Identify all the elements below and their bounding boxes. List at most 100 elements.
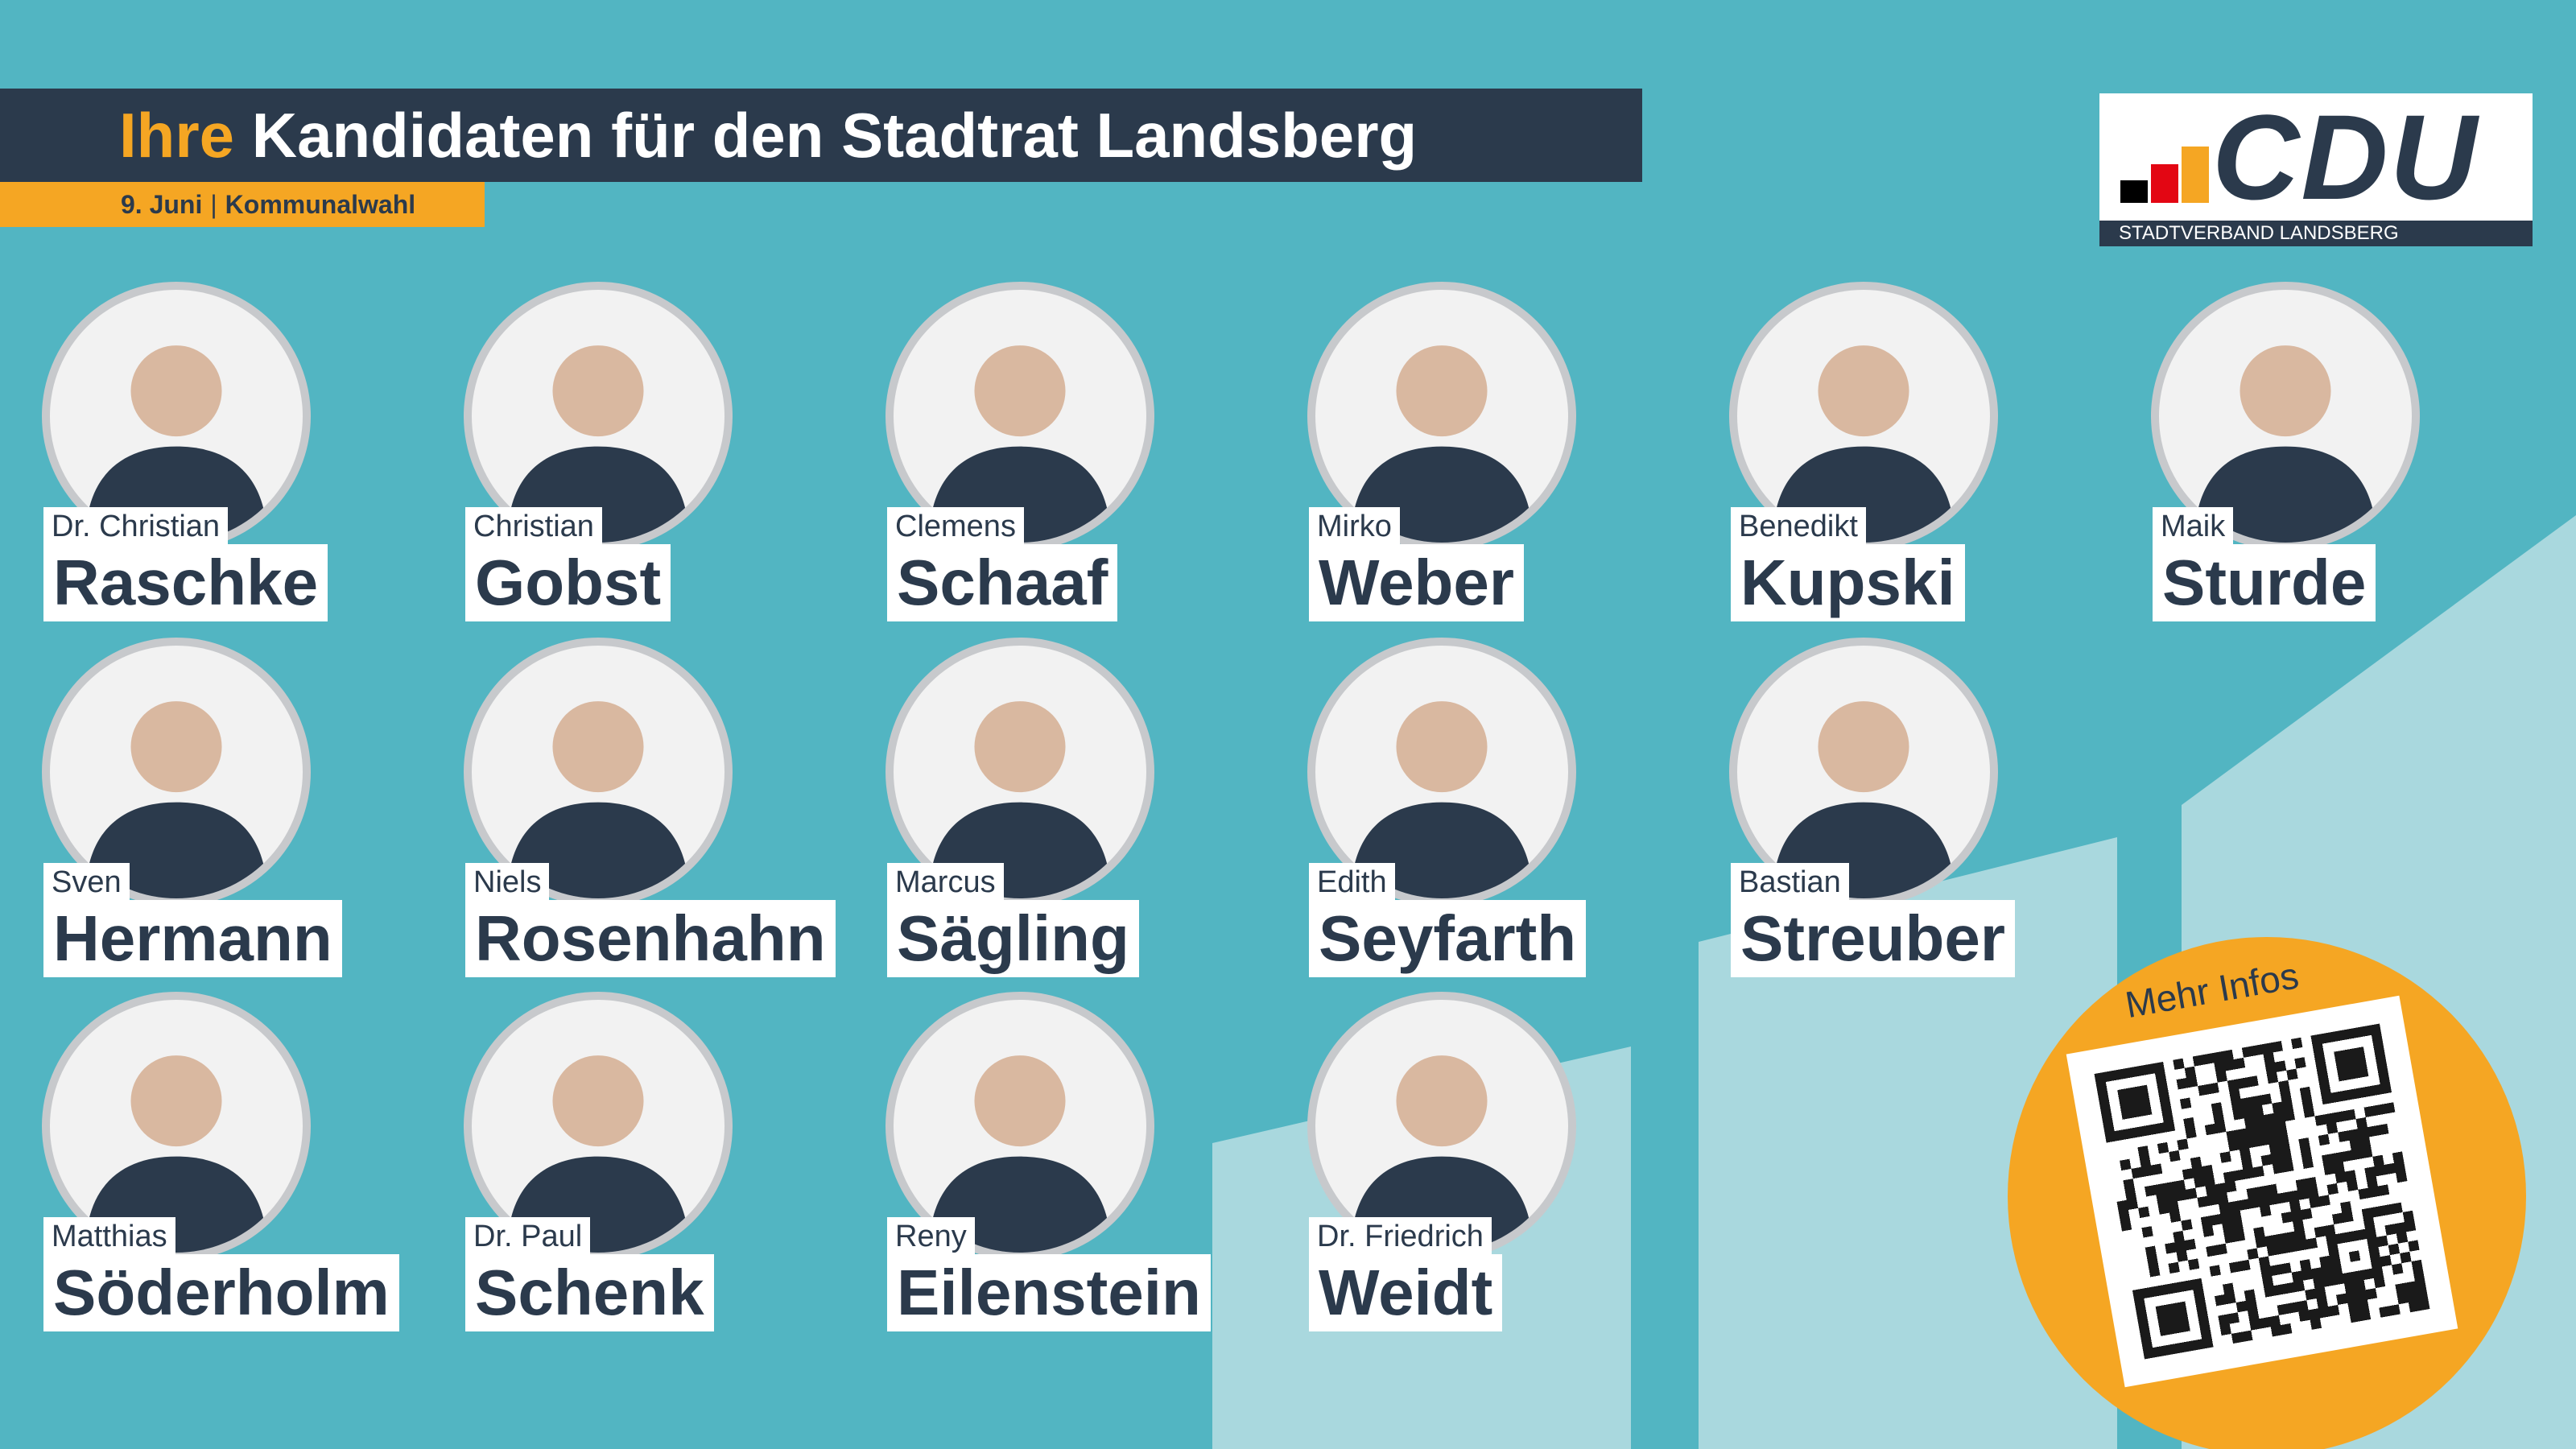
- candidate-photo: [2151, 282, 2420, 551]
- candidate-photo: [464, 992, 733, 1261]
- candidate-first-name: Edith: [1309, 863, 1395, 900]
- candidate-last-name: Sägling: [887, 900, 1139, 977]
- avatar: [472, 1000, 724, 1253]
- person-icon: [506, 1055, 690, 1253]
- candidate-last-name: Söderholm: [43, 1254, 399, 1331]
- person-icon: [2194, 345, 2377, 543]
- avatar: [1737, 290, 1990, 543]
- avatar: [894, 1000, 1146, 1253]
- candidate-last-name: Sturde: [2153, 544, 2376, 621]
- qr-code-icon[interactable]: [2066, 995, 2458, 1388]
- candidate-name: Dr. Paul Schenk: [465, 1217, 714, 1331]
- candidate-first-name: Clemens: [887, 507, 1024, 544]
- candidate-photo: [42, 282, 311, 551]
- candidate-last-name: Hermann: [43, 900, 342, 977]
- page-title: Ihre Kandidaten für den Stadtrat Landsbe…: [119, 99, 1417, 172]
- candidate-card: Niels Rosenhahn: [422, 638, 836, 977]
- candidate-name: Bastian Streuber: [1731, 863, 2015, 977]
- avatar: [1315, 290, 1568, 543]
- avatar: [472, 646, 724, 898]
- candidate-photo: [1307, 282, 1576, 551]
- person-icon: [85, 1055, 268, 1253]
- candidate-name: Edith Seyfarth: [1309, 863, 1587, 977]
- candidate-card: Marcus Sägling: [844, 638, 1246, 977]
- avatar: [472, 290, 724, 543]
- person-icon: [85, 701, 268, 898]
- candidate-name: Matthias Söderholm: [43, 1217, 399, 1331]
- candidate-name: Sven Hermann: [43, 863, 342, 977]
- candidate-card: Edith Seyfarth: [1265, 638, 1668, 977]
- candidate-photo: [464, 638, 733, 906]
- logo-subtitle: STADTVERBAND LANDSBERG: [2099, 221, 2533, 246]
- avatar: [50, 646, 303, 898]
- person-icon: [506, 701, 690, 898]
- person-icon: [928, 701, 1112, 898]
- title-highlight: Ihre: [119, 99, 235, 171]
- title-bar: Ihre Kandidaten für den Stadtrat Landsbe…: [0, 89, 1642, 182]
- person-icon: [1350, 1055, 1534, 1253]
- candidate-last-name: Schenk: [465, 1254, 714, 1331]
- person-icon: [1772, 345, 1955, 543]
- candidate-name: Maik Sturde: [2153, 507, 2376, 621]
- person-icon: [1772, 701, 1955, 898]
- candidate-first-name: Marcus: [887, 863, 1004, 900]
- candidate-name: Marcus Sägling: [887, 863, 1139, 977]
- person-icon: [1350, 345, 1534, 543]
- candidate-card: Bastian Streuber: [1687, 638, 2090, 977]
- candidate-photo: [42, 992, 311, 1261]
- candidate-name: Christian Gobst: [465, 507, 671, 621]
- candidate-name: Niels Rosenhahn: [465, 863, 836, 977]
- candidate-last-name: Weber: [1309, 544, 1525, 621]
- candidate-first-name: Maik: [2153, 507, 2234, 544]
- avatar: [2159, 290, 2412, 543]
- candidate-name: Reny Eilenstein: [887, 1217, 1211, 1331]
- candidate-first-name: Benedikt: [1731, 507, 1866, 544]
- person-icon: [928, 1055, 1112, 1253]
- candidate-photo: [464, 282, 733, 551]
- avatar: [1737, 646, 1990, 898]
- avatar: [1315, 646, 1568, 898]
- candidate-card: Clemens Schaaf: [844, 282, 1246, 621]
- avatar: [1315, 1000, 1568, 1253]
- candidate-name: Dr. Friedrich Weidt: [1309, 1217, 1503, 1331]
- subtitle-bar: 9. Juni | Kommunalwahl: [0, 182, 485, 227]
- cdu-logo: CDU STADTVERBAND LANDSBERG: [2099, 93, 2533, 246]
- candidate-name: Clemens Schaaf: [887, 507, 1118, 621]
- candidate-photo: [1729, 638, 1998, 906]
- candidate-last-name: Streuber: [1731, 900, 2015, 977]
- candidate-last-name: Raschke: [43, 544, 328, 621]
- candidate-first-name: Dr. Christian: [43, 507, 229, 544]
- candidate-photo: [886, 282, 1154, 551]
- logo-wordmark: CDU: [2212, 89, 2479, 225]
- candidate-photo: [1729, 282, 1998, 551]
- candidate-last-name: Weidt: [1309, 1254, 1503, 1331]
- candidate-first-name: Sven: [43, 863, 130, 900]
- candidate-photo: [1307, 638, 1576, 906]
- candidate-last-name: Rosenhahn: [465, 900, 836, 977]
- separator: |: [210, 189, 217, 219]
- candidate-first-name: Dr. Friedrich: [1309, 1217, 1492, 1254]
- candidate-photo: [42, 638, 311, 906]
- candidate-card: Mirko Weber: [1265, 282, 1668, 621]
- candidate-first-name: Matthias: [43, 1217, 175, 1254]
- person-icon: [506, 345, 690, 543]
- avatar: [894, 290, 1146, 543]
- logo-panel: CDU: [2099, 93, 2533, 221]
- candidate-first-name: Niels: [465, 863, 550, 900]
- candidate-name: Benedikt Kupski: [1731, 507, 1965, 621]
- logo-bars-icon: [2120, 138, 2233, 203]
- candidate-last-name: Eilenstein: [887, 1254, 1211, 1331]
- person-icon: [1350, 701, 1534, 898]
- candidate-card: Reny Eilenstein: [844, 992, 1246, 1331]
- title-rest: Kandidaten für den Stadtrat Landsberg: [251, 99, 1418, 171]
- candidate-last-name: Gobst: [465, 544, 671, 621]
- candidate-first-name: Bastian: [1731, 863, 1849, 900]
- candidate-card: Christian Gobst: [422, 282, 824, 621]
- candidate-first-name: Mirko: [1309, 507, 1400, 544]
- avatar: [50, 290, 303, 543]
- candidate-card: Maik Sturde: [2109, 282, 2512, 621]
- candidate-last-name: Kupski: [1731, 544, 1965, 621]
- person-icon: [85, 345, 268, 543]
- candidate-card: Dr. Paul Schenk: [422, 992, 824, 1331]
